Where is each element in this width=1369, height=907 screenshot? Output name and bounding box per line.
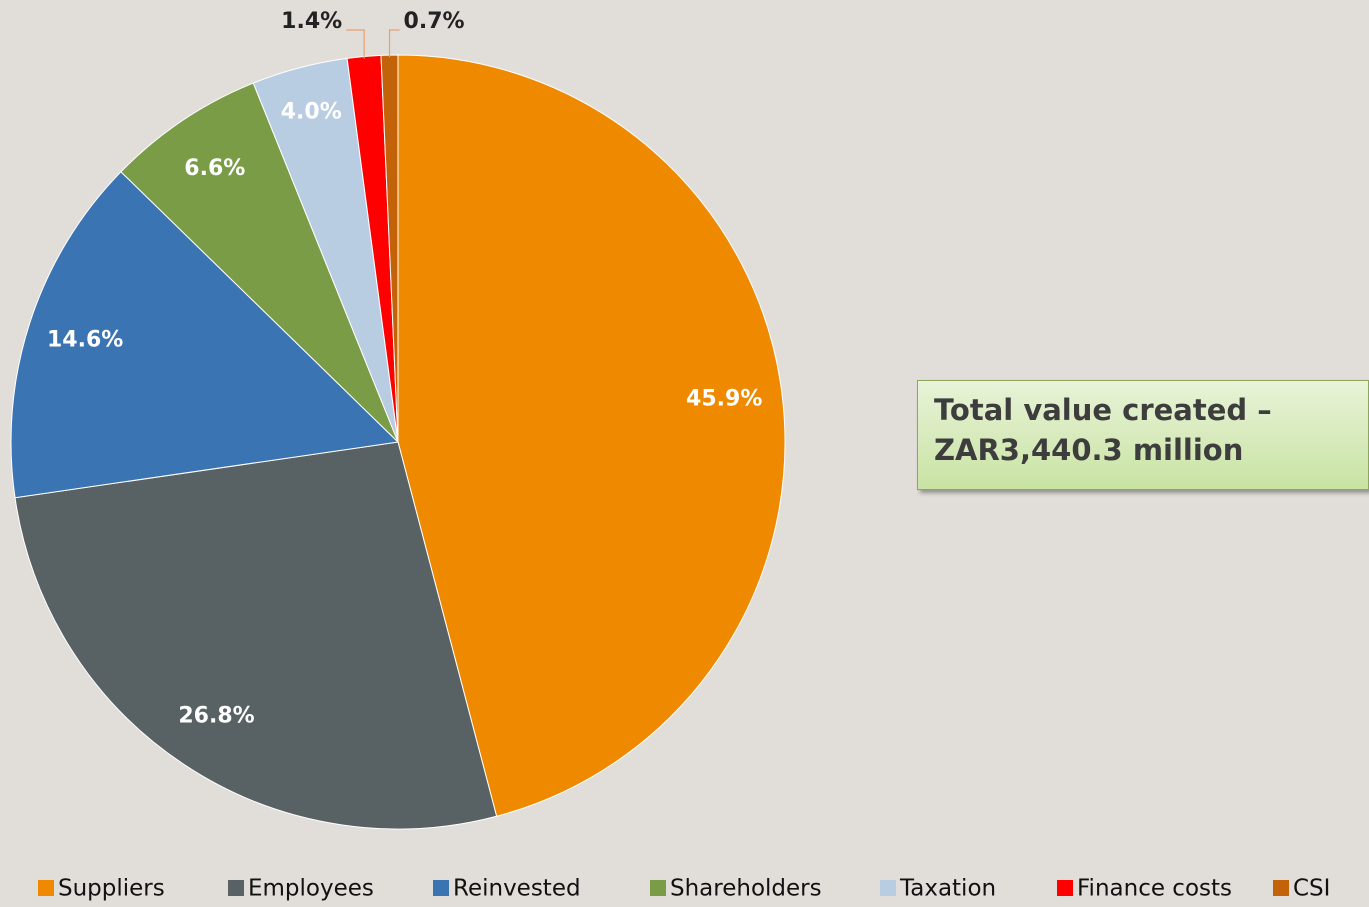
data-label: 45.9% [686,387,762,412]
legend-swatch [1057,880,1073,896]
legend-swatch [880,880,896,896]
pie-slice [397,54,786,817]
legend-swatch [1273,880,1289,896]
leader-line [388,29,400,58]
pie-slice [10,171,400,499]
data-label: 14.6% [47,327,123,352]
legend-label: Reinvested [453,876,581,902]
legend-swatch [228,880,244,896]
data-label: 6.6% [184,156,245,181]
data-label: 26.8% [178,703,254,728]
annotation: Total value created – ZAR3,440.3 million [917,380,1369,490]
pie-slice [14,441,498,830]
legend-label: Suppliers [58,876,165,902]
legend-label: Shareholders [670,876,822,902]
legend-label: Finance costs [1077,876,1232,902]
legend-label: Employees [248,876,374,902]
data-label: 0.7% [404,9,465,34]
pie-slice [120,82,399,443]
leader-line [346,29,365,59]
legend-swatch [650,880,666,896]
legend-label: CSI [1293,876,1330,902]
legend-swatch [38,880,54,896]
legend-label: Taxation [899,876,996,902]
data-label: 1.4% [281,9,342,34]
data-label: 4.0% [281,100,342,125]
legend-swatch [433,880,449,896]
